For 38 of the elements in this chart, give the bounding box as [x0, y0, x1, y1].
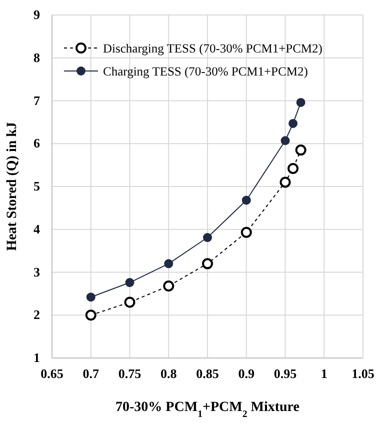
x-axis-title: 70-30% PCM$_{1}$+PCM$_{2}$ Mixture [116, 400, 300, 420]
y-tick-label: 4 [34, 221, 40, 236]
point [163, 280, 174, 292]
x-tick-label: 1.05 [352, 366, 375, 381]
x-tick-label: 0.65 [40, 366, 64, 381]
point [125, 278, 134, 288]
y-tick-label: 8 [34, 50, 40, 65]
x-tick-label: 0.85 [196, 366, 220, 381]
point [86, 292, 96, 302]
y-tick-label: 6 [34, 136, 40, 151]
point [202, 258, 213, 270]
x-tick-label: 0.7 [82, 366, 100, 381]
point [280, 176, 291, 188]
point [295, 144, 306, 156]
y-tick-label: 1 [34, 350, 40, 365]
point [85, 310, 96, 321]
point [164, 259, 174, 268]
x-tick-label: 0.95 [274, 366, 298, 381]
x-tick-label: 0.9 [238, 366, 255, 381]
legend-label: Charging TESS (70-30% PCM1+PCM2) [103, 64, 308, 78]
point [280, 136, 290, 146]
point [240, 226, 252, 238]
x-tick-label: 0.8 [160, 366, 178, 381]
point [296, 98, 306, 107]
point [203, 233, 212, 242]
point [288, 162, 299, 174]
y-tick-label: 7 [34, 92, 40, 108]
point [124, 296, 136, 308]
x-tick-label: 0.75 [118, 366, 142, 381]
point [288, 118, 298, 128]
y-tick-label: 2 [34, 307, 40, 322]
point [242, 196, 251, 205]
y-tick-label: 9 [34, 7, 40, 22]
y-tick-label: 3 [34, 264, 40, 280]
y-tick-label: 5 [34, 178, 40, 194]
x-tick-label: 1 [320, 366, 328, 381]
y-axis-title: Heat Stored (Q) in kJ [5, 122, 20, 251]
legend-label: Discharging TESS (70-30% PCM1+PCM2) [103, 42, 322, 56]
